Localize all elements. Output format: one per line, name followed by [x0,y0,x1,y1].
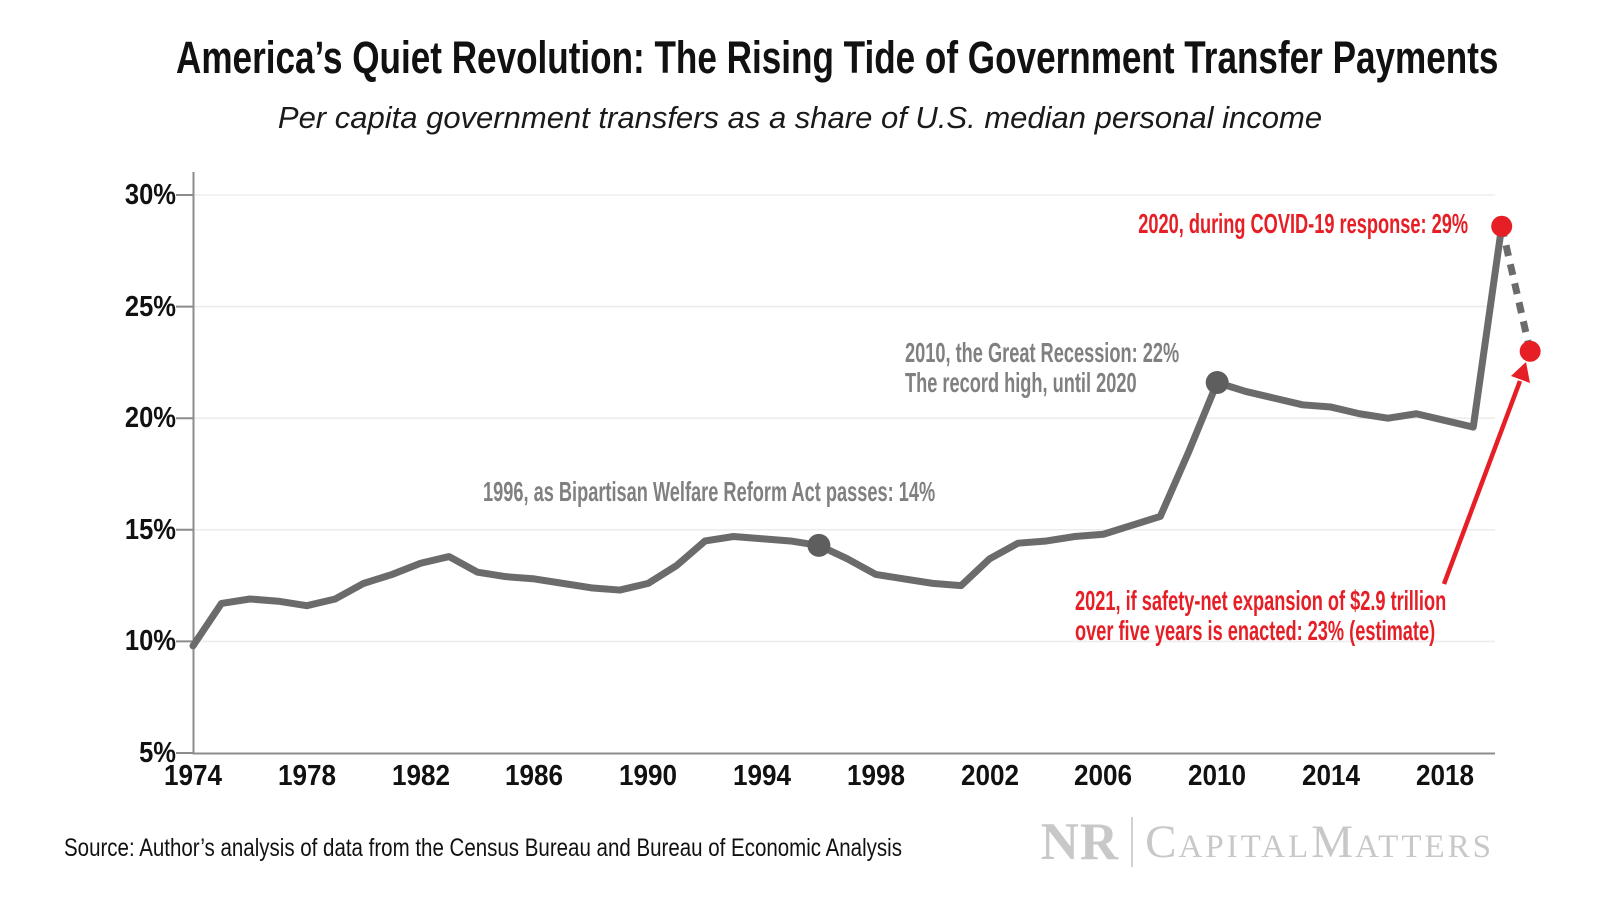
estimate-arrow-line [1441,380,1523,585]
annotation-2020-covid-text: 2020, during COVID-19 response: 29% [1138,208,1468,239]
brand-nr: NR [1040,813,1120,871]
y-tick-label: 10% [124,625,176,658]
annotation-2010-recession: 2010, the Great Recession: 22% The recor… [905,338,1179,397]
marker-dot-2020 [1491,215,1513,237]
y-tick-label: 5% [139,737,176,769]
x-tick-label: 1982 [391,760,450,792]
marker-dot-1996 [807,533,831,557]
chart-title: America’s Quiet Revolution: The Rising T… [176,32,1499,83]
estimate-arrow-head [1511,362,1530,383]
brand-capitalmatters: CAPITALMATTERS [1145,816,1494,868]
annotation-2021-line2: over five years is enacted: 23% (estimat… [1075,614,1436,646]
chart-subtitle: Per capita government transfers as a sha… [277,100,1323,135]
annotation-2010-line2: The record high, until 2020 [905,366,1137,398]
x-tick-label: 1998 [846,760,905,792]
y-tick-label: 20% [124,402,176,435]
x-tick-label: 2018 [1415,760,1474,792]
annotation-1996-welfare: 1996, as Bipartisan Welfare Reform Act p… [483,477,935,507]
annotation-2021-estimate: 2021, if safety-net expansion of $2.9 tr… [1075,586,1446,645]
marker-dot-2021 [1519,340,1541,362]
x-tick-label: 2002 [960,760,1019,792]
x-tick-label: 2014 [1301,760,1361,792]
estimate-dashed-line [1498,225,1534,353]
x-tick-label: 1994 [732,760,792,792]
annotation-2020-covid: 2020, during COVID-19 response: 29% [1078,209,1468,239]
annotation-1996-text: 1996, as Bipartisan Welfare Reform Act p… [483,476,936,507]
y-tick-label: 30% [124,179,176,211]
brand-logo: NR CAPITALMATTERS [1041,812,1494,872]
x-tick-label: 1974 [163,760,223,792]
marker-dot-2010 [1205,370,1229,394]
x-tick-label: 2006 [1074,760,1133,792]
x-tick-label: 1978 [277,760,336,792]
x-tick-label: 1990 [619,760,678,792]
transfer-share-line [189,222,1506,650]
x-tick-label: 1986 [505,760,564,792]
source-note: Source: Author’s analysis of data from t… [64,834,902,862]
x-tick-label: 2010 [1188,760,1247,792]
y-tick-label: 25% [124,290,176,323]
y-tick-label: 15% [124,513,176,546]
annotation-2021-line1: 2021, if safety-net expansion of $2.9 tr… [1075,585,1447,616]
brand-divider [1131,817,1134,867]
annotation-2010-line1: 2010, the Great Recession: 22% [905,337,1180,368]
